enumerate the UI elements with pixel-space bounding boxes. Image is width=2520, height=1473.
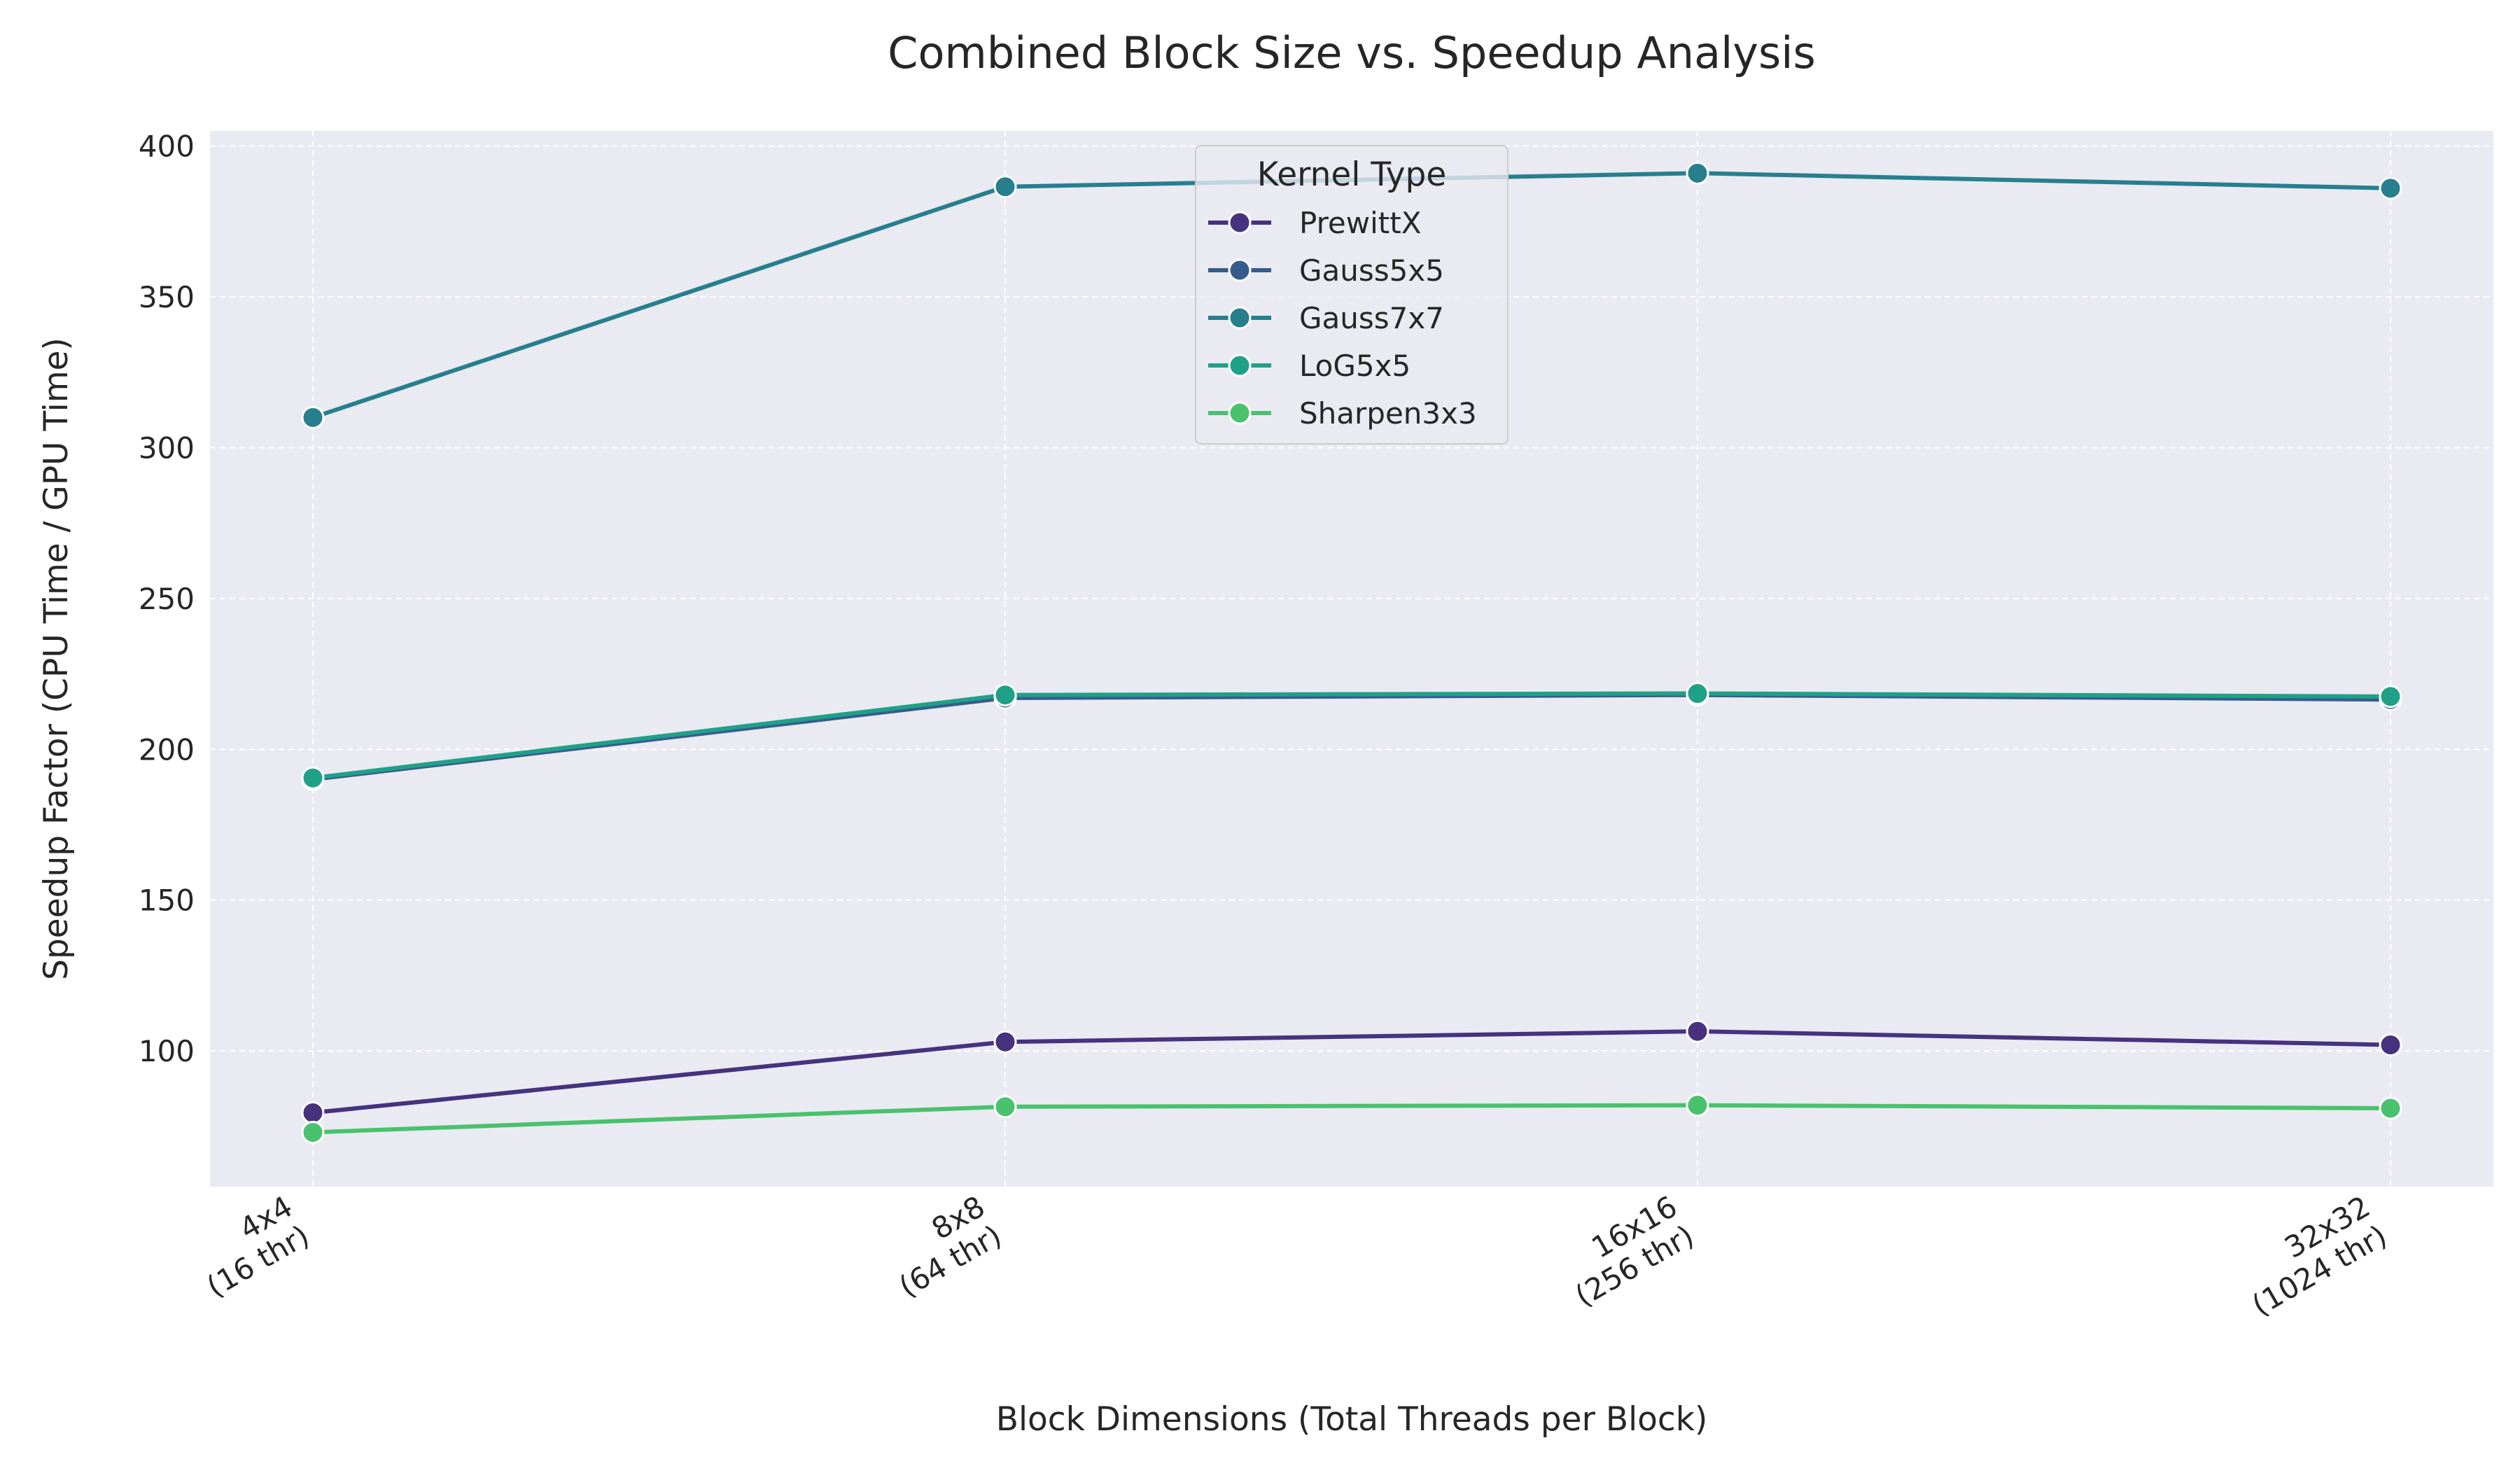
legend: Kernel Type PrewittX Gauss5x5 Gauss7x7 LoG5… <box>1195 145 1508 445</box>
legend-marker-sharpen3x3 <box>1228 401 1252 425</box>
y-tick-label: 350 <box>139 280 195 314</box>
legend-label-gauss7x7: Gauss7x7 <box>1299 301 1444 335</box>
data-point-sharpen3x3 <box>301 1120 325 1144</box>
data-point-prewittx <box>2379 1033 2402 1056</box>
data-point-prewittx <box>1686 1019 1709 1043</box>
y-tick-label: 250 <box>139 582 195 616</box>
series-line-log5x5 <box>311 691 2393 781</box>
data-point-gauss7x7 <box>993 175 1017 199</box>
legend-marker-log5x5 <box>1228 354 1252 377</box>
legend-box <box>1195 145 1508 445</box>
x-axis-label: Block Dimensions (Total Threads per Bloc… <box>996 1400 1708 1439</box>
data-point-log5x5 <box>993 683 1017 707</box>
data-point-prewittx <box>301 1101 325 1124</box>
legend-label-log5x5: LoG5x5 <box>1299 349 1410 383</box>
y-tick-label: 200 <box>139 732 195 767</box>
series-line-sharpen3x3 <box>311 1103 2393 1135</box>
legend-label-gauss5x5: Gauss5x5 <box>1299 253 1444 288</box>
y-tick-label: 400 <box>139 130 195 164</box>
data-point-sharpen3x3 <box>2379 1096 2402 1120</box>
legend-label-sharpen3x3: Sharpen3x3 <box>1299 396 1477 431</box>
legend-marker-prewittx <box>1228 211 1252 235</box>
chart-title: Combined Block Size vs. Speedup Analysis <box>888 27 1816 78</box>
data-point-sharpen3x3 <box>1686 1094 1709 1117</box>
data-point-gauss7x7 <box>1686 161 1709 185</box>
y-tick-label: 300 <box>139 431 195 465</box>
y-axis-ticks: 100 150 200 250 300 350 400 <box>139 130 195 1069</box>
data-point-log5x5 <box>301 766 325 790</box>
series-line-prewittx <box>311 1029 2393 1115</box>
y-tick-label: 100 <box>139 1034 195 1068</box>
series-line-gauss5x5 <box>311 692 2393 782</box>
data-point-log5x5 <box>2379 685 2402 708</box>
data-point-sharpen3x3 <box>993 1095 1017 1119</box>
legend-marker-gauss7x7 <box>1228 306 1252 330</box>
data-point-gauss7x7 <box>301 405 325 429</box>
y-tick-label: 150 <box>139 884 195 918</box>
data-point-gauss7x7 <box>2379 176 2402 200</box>
y-axis-label: Speedup Factor (CPU Time / GPU Time) <box>37 337 76 980</box>
data-point-prewittx <box>993 1030 1017 1054</box>
data-point-log5x5 <box>1686 682 1709 706</box>
legend-label-prewittx: PrewittX <box>1299 206 1422 240</box>
legend-title: Kernel Type <box>1257 155 1447 194</box>
legend-marker-gauss5x5 <box>1228 258 1252 282</box>
